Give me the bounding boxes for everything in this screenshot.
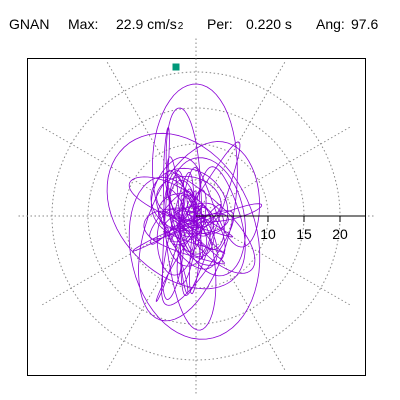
- max-label: Max:: [68, 16, 99, 32]
- grid-spoke: [195, 59, 287, 217]
- peak-marker-layer: [172, 63, 180, 71]
- motion-trace-line: [106, 83, 263, 340]
- motion-trace: [106, 83, 263, 340]
- station-code: GNAN: [9, 16, 50, 32]
- radial-axis: 10 15 20: [196, 215, 366, 242]
- period-label: Per:: [207, 16, 233, 32]
- max-value-text: 22.9 cm/s: [116, 16, 177, 32]
- period-value: 0.220 s: [246, 16, 292, 32]
- peak-marker: [172, 63, 180, 71]
- angle-value: 97.6: [351, 16, 379, 32]
- radial-tick-label: 10: [260, 226, 276, 242]
- radial-tick-label: 20: [332, 226, 348, 242]
- header: GNAN Max: 22.9 cm/s2 Per: 0.220 s Ang: 9…: [0, 16, 400, 38]
- angle-label: Ang:: [316, 16, 345, 32]
- max-unit-superscript: 2: [177, 21, 184, 32]
- radial-tick-label: 15: [296, 226, 312, 242]
- max-value: 22.9 cm/s2: [116, 16, 183, 32]
